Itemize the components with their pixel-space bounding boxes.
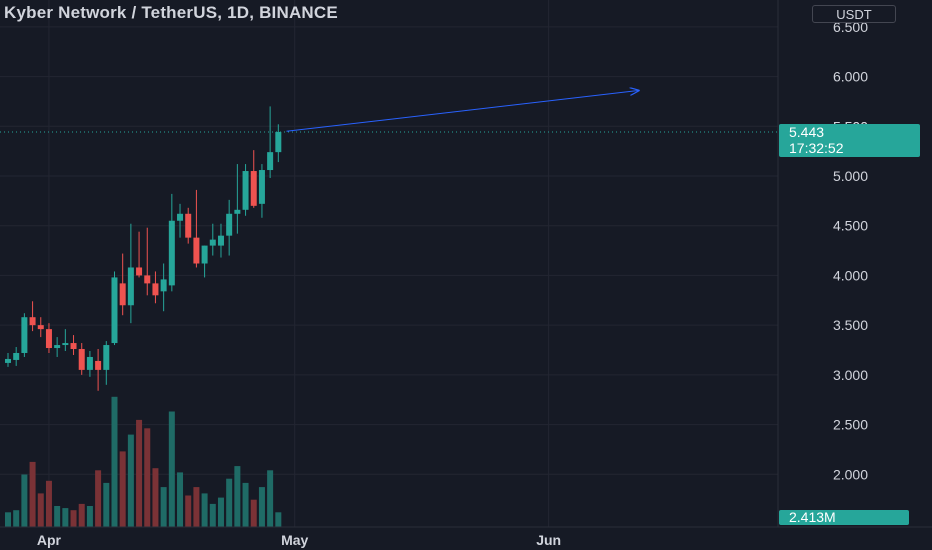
candle-body [168,220,175,286]
candle-body [119,283,126,306]
volume-bar [144,428,151,527]
y-tick-label: 2.000 [833,466,868,482]
volume-bar [168,411,175,527]
candle-body [258,170,265,204]
candle-body [13,352,20,360]
candles [5,106,282,391]
volume-tag [779,510,909,525]
volume-bar [45,480,52,527]
volume-bar [250,499,257,527]
trend-line-arrow[interactable] [286,90,639,132]
candle-body [37,325,44,330]
volume-bar [119,451,126,527]
candle-body [234,209,241,214]
grid [0,0,778,527]
volume-bar [177,472,184,527]
candle-body [54,345,61,349]
volume-bar [37,493,44,527]
candle-body [95,360,102,370]
volume-bar [127,434,134,527]
y-tick-label: 3.000 [833,367,868,383]
volume-bar [78,503,85,527]
volume-bar [234,466,241,527]
x-tick-label: May [281,532,308,548]
volume-bar [201,493,208,527]
volume-bar [54,506,61,527]
volume-bar [217,497,224,527]
candle-body [70,343,77,350]
candle-body [267,152,274,171]
candle-body [62,343,69,346]
y-tick-label: 5.000 [833,168,868,184]
volume-bar [275,512,282,527]
y-tick-label: 3.500 [833,317,868,333]
candle-body [242,171,249,210]
volume-bar [209,503,216,527]
candle-body [144,275,151,284]
candle-body [201,245,208,264]
candle-body [275,131,282,153]
y-tick-label: 6.000 [833,69,868,85]
chart-title: Kyber Network / TetherUS, 1D, BINANCE [4,3,338,22]
volume-bar [5,512,11,527]
volume-tag-value: 2.413M [789,509,836,525]
candle-body [29,317,36,326]
volume-bar [152,468,159,527]
volume-bar [242,482,249,527]
volume-bar [226,478,233,527]
x-tick-label: Apr [37,532,62,548]
candle-body [226,213,233,236]
currency-button[interactable]: USDT [812,5,896,23]
candle-body [103,345,110,370]
volume-bar [103,482,110,527]
volume-bar [95,470,102,527]
candle-body [250,171,257,206]
volume-bar [111,396,118,527]
candle-body [177,213,184,221]
volume-bar [258,487,265,527]
y-tick-label: 4.000 [833,267,868,283]
candle-body [21,317,28,353]
volume-bar [86,506,93,527]
price-tag-countdown: 17:32:52 [789,140,844,156]
volume-bar [21,474,28,527]
candle-body [127,267,134,306]
volume-bar [136,419,143,527]
y-tick-label: 2.500 [833,417,868,433]
overlay [0,90,778,133]
candle-body [209,239,216,246]
candle-body [160,279,167,292]
volume-bar [13,510,20,527]
volume-bar [193,487,200,527]
volume-bar [29,461,36,527]
candle-body [5,358,11,363]
candle-body [45,329,52,349]
candle-body [185,213,192,238]
candle-body [136,267,143,276]
candle-body [217,235,224,246]
volume-bar [267,470,274,527]
y-tick-label: 4.500 [833,218,868,234]
volume-bars [5,396,282,527]
candle-body [152,283,159,296]
volume-bar [62,508,69,527]
price-tag-value: 5.443 [789,124,824,140]
candle-body [78,349,85,370]
candle-body [86,356,93,370]
price-tag [779,123,920,157]
x-tick-label: Jun [536,532,561,548]
volume-bar [185,495,192,527]
volume-bar [70,510,77,527]
volume-bar [160,487,167,527]
candle-body [111,277,118,344]
candle-body [193,237,200,264]
